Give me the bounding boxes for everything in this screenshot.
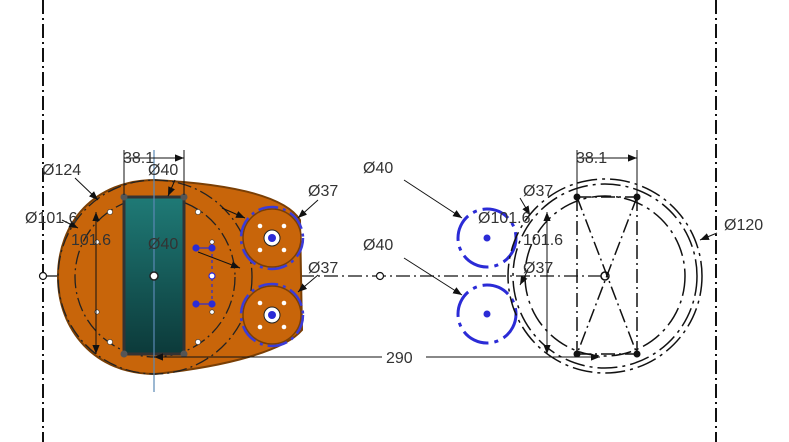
- middle-leader-lines: [403, 179, 463, 296]
- right-dimension-lines: [519, 150, 718, 354]
- dimension-labels: Ø124 Ø101.6 101.6 38.1 Ø40 Ø40 Ø37 Ø37 Ø…: [25, 150, 763, 367]
- left-boss-upper[interactable]: [239, 205, 305, 271]
- dim-center-distance[interactable]: 290: [386, 350, 413, 367]
- right-part-outline[interactable]: [507, 178, 703, 374]
- dim-left-diameter-outer[interactable]: Ø124: [42, 162, 81, 179]
- dim-right-width-top[interactable]: 38.1: [576, 150, 607, 167]
- dim-middle-circle-lower[interactable]: Ø40: [363, 237, 393, 254]
- dim-middle-diameter-bolt[interactable]: Ø101.6: [478, 210, 531, 227]
- middle-circle-lower[interactable]: [456, 283, 518, 345]
- dim-left-boss-lower[interactable]: Ø37: [308, 260, 338, 277]
- dim-middle-bolt-span[interactable]: 101.6: [523, 232, 563, 249]
- drawing-frame: [42, 0, 717, 442]
- dim-middle-circle-upper[interactable]: Ø40: [363, 160, 393, 177]
- dim-right-diameter-outer[interactable]: Ø120: [724, 217, 763, 234]
- dim-left-width-top[interactable]: 38.1: [123, 150, 154, 167]
- left-center-point: [149, 271, 159, 281]
- dim-middle-boss-lower[interactable]: Ø37: [523, 260, 553, 277]
- dim-left-diameter-bolt[interactable]: Ø101.6: [25, 210, 78, 227]
- left-boss-lower[interactable]: [239, 282, 305, 348]
- dim-left-boss-upper[interactable]: Ø37: [308, 183, 338, 200]
- sketch-points: [192, 244, 216, 308]
- left-dimension-lines: [61, 150, 319, 354]
- dim-left-hole-top[interactable]: Ø40: [148, 162, 178, 179]
- dim-left-hole-center[interactable]: Ø40: [148, 236, 178, 253]
- dim-left-bolt-span[interactable]: 101.6: [71, 232, 111, 249]
- dim-middle-boss-upper[interactable]: Ø37: [523, 183, 553, 200]
